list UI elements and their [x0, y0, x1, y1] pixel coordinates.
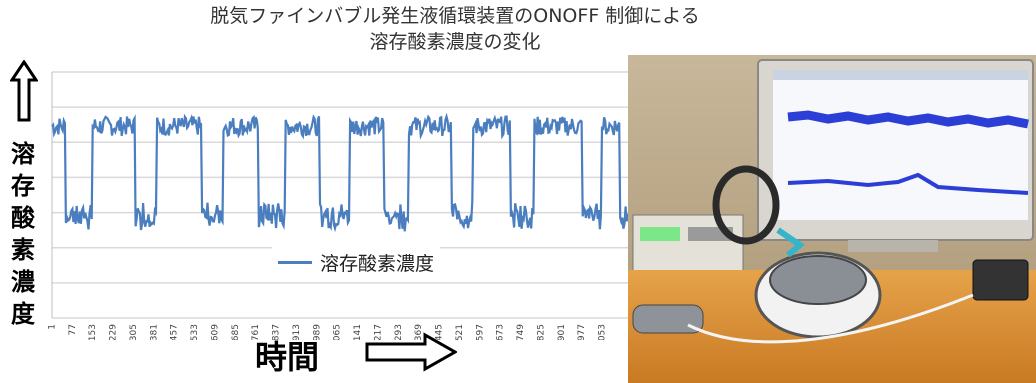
x-tick-label: 533: [190, 324, 200, 340]
x-tick-label: 761: [251, 324, 261, 340]
x-tick-label: 1673: [496, 324, 506, 340]
x-tick-label: 609: [210, 324, 220, 340]
x-tick-label: 1901: [557, 324, 567, 340]
x-tick-label: 1217: [373, 324, 383, 340]
x-tick-label: 153: [88, 324, 98, 340]
y-axis-up-arrow-icon: [10, 60, 38, 122]
x-tick-label: 1977: [577, 324, 587, 340]
chart-title-line2: 溶存酸素濃度の変化: [369, 31, 541, 53]
x-tick-label: 1141: [353, 324, 363, 340]
grid-lines: [51, 71, 628, 319]
series-line: [51, 112, 629, 233]
y-label-char: 溶: [11, 140, 35, 168]
y-label-char: 素: [11, 236, 35, 264]
y-label-char: 濃: [11, 268, 35, 296]
chart-title-line1: 脱気ファインバブル発生液循環装置のONOFF 制御による: [210, 5, 700, 27]
x-tick-label: 1445: [435, 324, 445, 340]
legend-label: 溶存酸素濃度: [320, 253, 435, 275]
x-tick-label: 1749: [516, 324, 526, 340]
x-tick-label: 989: [312, 324, 322, 340]
x-tick-label: 2053: [598, 324, 608, 340]
x-axis-right-arrow-icon: [365, 332, 457, 372]
x-tick-label: 1065: [333, 324, 343, 340]
series-group: [51, 112, 629, 233]
x-tick-label: 685: [231, 324, 241, 340]
x-tick-label: 913: [292, 324, 302, 340]
x-tick-label: 457: [170, 324, 180, 340]
x-tick-label: 229: [109, 324, 119, 340]
x-tick-label: 305: [129, 324, 139, 340]
x-tick-label: 77: [68, 324, 78, 335]
apparatus-photo: [628, 55, 1036, 383]
x-tick-labels: 1 77 153 229 305 381 457 533 609 685 761 837 913 989 1…: [48, 324, 608, 340]
x-tick-label: 1: [48, 324, 58, 330]
x-tick-label: 1825: [536, 324, 546, 340]
y-label-char: 存: [11, 172, 35, 200]
x-tick-label: 381: [149, 324, 159, 340]
x-tick-label: 1597: [475, 324, 485, 340]
line-chart: 1 77 153 229 305 381 457 533 609 685 761 837 913 989 1…: [48, 71, 629, 340]
x-tick-label: 1293: [394, 324, 404, 340]
y-axis-label: 溶 存 酸 素 濃 度: [8, 138, 38, 330]
y-label-char: 度: [11, 300, 35, 328]
x-tick-label: 1369: [414, 324, 424, 340]
x-tick-label: 837: [272, 324, 282, 340]
legend-swatch: [278, 261, 312, 264]
y-label-char: 酸: [11, 204, 35, 232]
chart-legend: 溶存酸素濃度: [272, 247, 441, 278]
x-tick-label: 1521: [455, 324, 465, 340]
x-axis-label: 時間: [255, 338, 320, 376]
